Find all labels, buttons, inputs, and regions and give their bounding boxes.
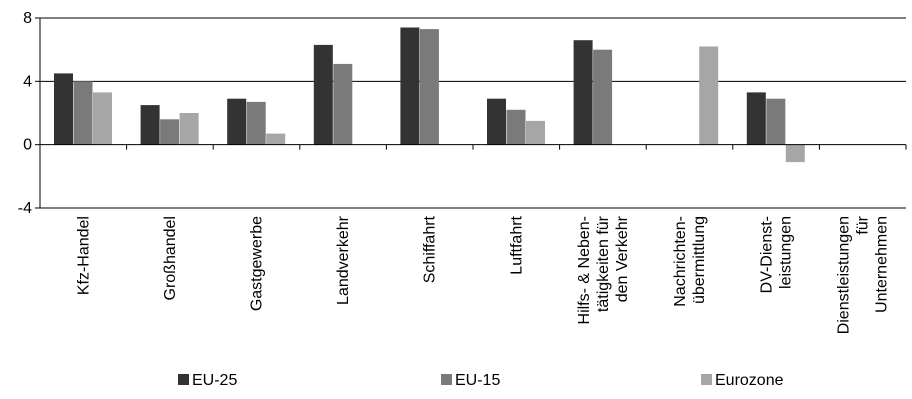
y-tick-label: 4 <box>23 73 32 90</box>
x-tick-label-line: Luftfahrt <box>508 215 525 274</box>
x-tick-label-line: den Verkehr <box>614 215 631 302</box>
bar <box>179 113 199 145</box>
x-tick-label: Dienstleistungen für Unternehmen <box>836 215 891 334</box>
bar <box>573 40 593 145</box>
y-tick-labels: -4 0 4 8 <box>18 10 32 217</box>
legend-label: Eurozone <box>715 372 784 389</box>
bar <box>73 81 93 145</box>
bar <box>506 109 526 145</box>
x-tick-label-line: leistungen <box>778 216 795 289</box>
bar <box>93 92 112 145</box>
bar <box>140 105 160 145</box>
x-tick-label: Luftfahrt <box>508 215 525 274</box>
bar <box>785 144 805 163</box>
x-tick-label-line: Unternehmen <box>874 216 891 313</box>
x-tick-label-line: Nachrichten- <box>672 216 689 307</box>
legend: EU-25 EU-15 Eurozone <box>178 372 784 389</box>
legend-label: EU-15 <box>455 372 500 389</box>
x-tick-label-line: tätigkeiten für <box>595 215 612 312</box>
axes <box>35 17 907 209</box>
x-tick-label-line: Schiffahrt <box>422 215 439 283</box>
x-tick-label-line: DV-Dienst- <box>759 216 776 293</box>
bar <box>699 46 719 145</box>
legend-item: Eurozone <box>701 372 784 389</box>
legend-swatch <box>701 374 712 385</box>
x-tick-label: Großhandel <box>162 216 179 301</box>
legend-item: EU-15 <box>441 372 500 389</box>
x-tick-label: Gastgewerbe <box>249 216 266 311</box>
bar <box>766 98 786 145</box>
x-tick-label: Schiffahrt <box>422 215 439 283</box>
x-tick-label-line: für <box>855 215 872 234</box>
bar <box>160 119 180 145</box>
bar <box>54 73 73 145</box>
x-tick-label: Landverkehr <box>335 215 352 305</box>
bar <box>526 120 545 145</box>
x-tick-label-line: Großhandel <box>162 216 179 301</box>
legend-label: EU-25 <box>192 372 237 389</box>
x-tick-label-line: Hilfs- & Neben- <box>576 216 593 324</box>
x-tick-label: Nachrichten-übermittlung <box>672 216 708 307</box>
y-tick-label: 0 <box>23 137 32 154</box>
x-tick-label: Hilfs- & Neben-tätigkeiten für den Verkeh… <box>576 215 631 324</box>
legend-item: EU-25 <box>178 372 237 389</box>
bar <box>313 44 333 145</box>
x-tick-label-line: übermittlung <box>691 216 708 304</box>
legend-swatch <box>441 374 452 385</box>
bar <box>227 98 247 145</box>
x-tick-label-line: Landverkehr <box>335 215 352 305</box>
x-tick-label: DV-Dienst-leistungen <box>759 216 795 293</box>
gridlines <box>40 17 906 209</box>
bar <box>419 29 439 145</box>
bar <box>593 49 613 145</box>
bar <box>487 98 506 145</box>
x-tick-label: Kfz-Handel <box>75 216 92 295</box>
y-tick-label: -4 <box>18 200 32 217</box>
bar <box>746 92 766 145</box>
x-tick-label-line: Dienstleistungen <box>836 216 853 334</box>
bar <box>266 133 286 145</box>
x-tick-label-line: Gastgewerbe <box>249 216 266 311</box>
bar <box>400 27 420 145</box>
x-tick-label-line: Kfz-Handel <box>75 216 92 295</box>
x-tick-labels: Kfz-Handel Großhandel Gastgewerbe Landverke… <box>75 215 890 334</box>
bar <box>333 63 353 145</box>
bars <box>54 27 805 163</box>
legend-swatch <box>178 374 189 385</box>
bar <box>246 101 266 145</box>
y-tick-label: 8 <box>23 10 32 27</box>
